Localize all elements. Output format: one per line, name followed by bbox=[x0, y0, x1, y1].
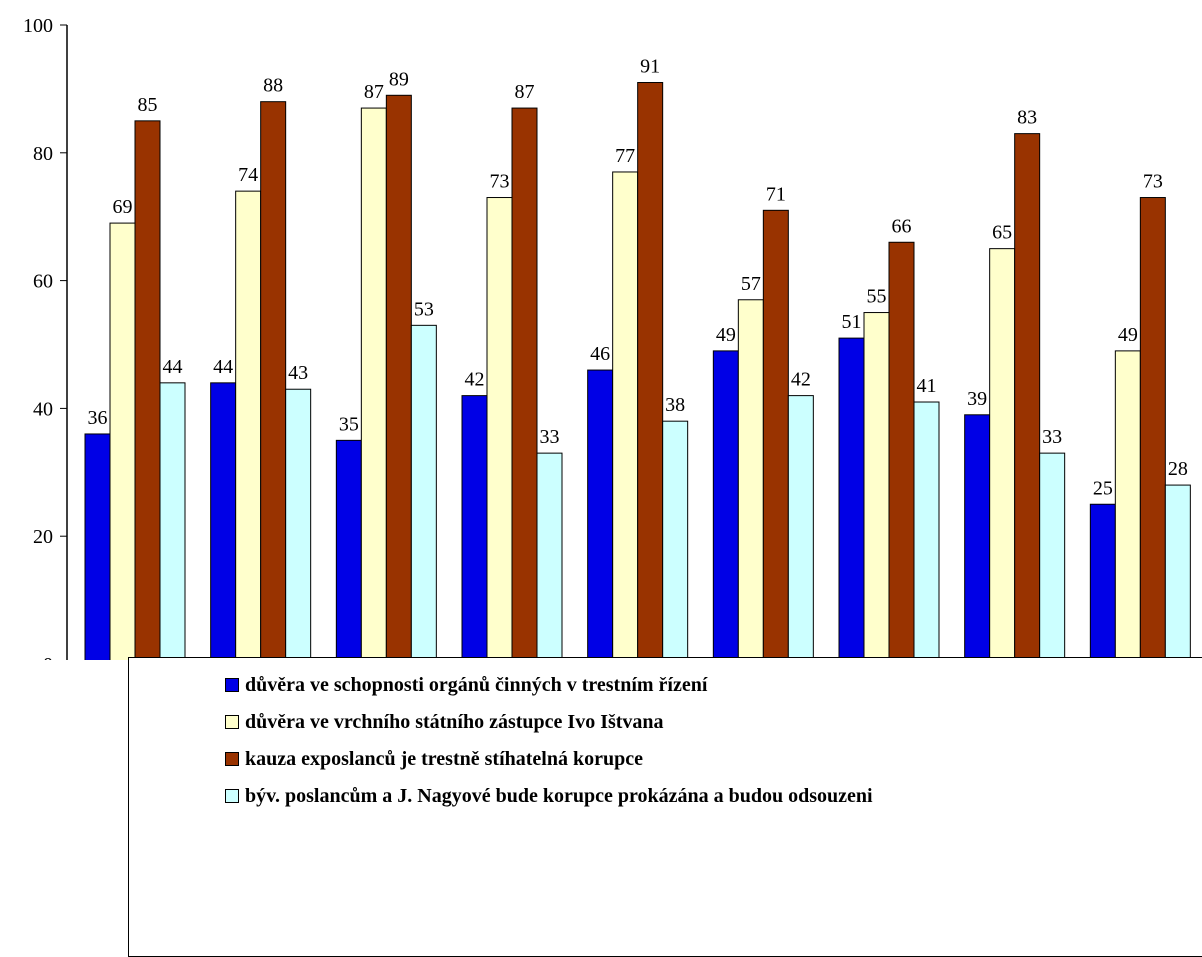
legend-swatch-1 bbox=[225, 678, 239, 692]
data-label: 44 bbox=[163, 356, 183, 378]
data-label: 53 bbox=[414, 298, 434, 320]
data-label: 28 bbox=[1168, 458, 1188, 480]
legend-label-4: býv. poslancům a J. Nagyové bude korupce… bbox=[245, 784, 873, 807]
bar-series2-3 bbox=[360, 107, 387, 660]
bar-series4-4 bbox=[536, 452, 563, 660]
bar-series3-4 bbox=[511, 107, 538, 660]
bar-series2-5 bbox=[612, 171, 639, 660]
bar-series2-7 bbox=[863, 312, 890, 660]
data-label: 36 bbox=[88, 407, 108, 429]
bar-series1-6 bbox=[712, 350, 739, 660]
y-tick-label: 80 bbox=[33, 143, 53, 165]
data-label: 42 bbox=[465, 369, 485, 391]
legend-item-1: důvěra ve schopnosti orgánů činných v tr… bbox=[225, 673, 707, 697]
data-label: 25 bbox=[1093, 477, 1113, 499]
bar-series4-9 bbox=[1164, 484, 1191, 660]
data-label: 66 bbox=[892, 215, 912, 237]
y-tick-label: 60 bbox=[33, 271, 53, 293]
bar-series1-1 bbox=[84, 433, 111, 660]
bar-series1-2 bbox=[210, 382, 237, 660]
bar-series2-9 bbox=[1114, 350, 1141, 660]
data-label: 91 bbox=[640, 56, 660, 78]
data-label: 88 bbox=[263, 75, 283, 97]
data-label: 65 bbox=[992, 222, 1012, 244]
bar-series2-1 bbox=[109, 222, 136, 660]
data-label: 87 bbox=[515, 81, 535, 103]
data-label: 77 bbox=[615, 145, 635, 167]
data-label: 57 bbox=[741, 273, 761, 295]
bar-series1-5 bbox=[587, 369, 614, 660]
data-label: 38 bbox=[665, 394, 685, 416]
data-label: 35 bbox=[339, 413, 359, 435]
data-label: 73 bbox=[490, 171, 510, 193]
bar-series1-9 bbox=[1089, 503, 1116, 660]
data-label: 55 bbox=[867, 286, 887, 308]
data-label: 33 bbox=[1042, 426, 1062, 448]
data-label: 85 bbox=[138, 94, 158, 116]
y-tick-label: 40 bbox=[33, 398, 53, 420]
data-label: 49 bbox=[716, 324, 736, 346]
bar-series2-6 bbox=[737, 299, 764, 660]
legend-label-3: kauza exposlanců je trestně stíhatelná k… bbox=[245, 747, 643, 770]
bar-series3-3 bbox=[385, 94, 412, 660]
legend-item-4: býv. poslancům a J. Nagyové bude korupce… bbox=[225, 784, 873, 808]
data-label: 46 bbox=[590, 343, 610, 365]
data-label: 41 bbox=[917, 375, 937, 397]
bar-series3-2 bbox=[260, 101, 287, 660]
bar-series2-8 bbox=[989, 248, 1016, 660]
data-label: 69 bbox=[113, 196, 133, 218]
bar-series4-2 bbox=[285, 388, 312, 660]
legend-swatch-2 bbox=[225, 715, 239, 729]
data-label: 49 bbox=[1118, 324, 1138, 346]
axes-layer: KSČMČSSDSPOZANOKDUTOP 09ODSNevíŽádnou020… bbox=[23, 15, 68, 660]
bar-series4-6 bbox=[787, 395, 814, 660]
data-label: 39 bbox=[967, 388, 987, 410]
bars-layer bbox=[84, 82, 1191, 660]
bar-series3-9 bbox=[1139, 197, 1166, 660]
legend-label-1: důvěra ve schopnosti orgánů činných v tr… bbox=[245, 673, 708, 696]
legend-swatch-3 bbox=[225, 752, 239, 766]
bar-series3-5 bbox=[637, 82, 664, 660]
legend-swatch-4 bbox=[225, 789, 239, 803]
legend: důvěra ve schopnosti orgánů činných v tr… bbox=[128, 657, 1202, 957]
data-label: 51 bbox=[842, 311, 862, 333]
y-tick-label: 0 bbox=[43, 654, 53, 660]
bar-series4-5 bbox=[662, 420, 689, 660]
bar-series4-8 bbox=[1039, 452, 1066, 660]
data-label: 89 bbox=[389, 68, 409, 90]
y-tick-label: 20 bbox=[33, 526, 53, 548]
data-label: 44 bbox=[213, 356, 233, 378]
data-label: 33 bbox=[540, 426, 560, 448]
legend-item-2: důvěra ve vrchního státního zástupce Ivo… bbox=[225, 710, 664, 734]
data-label: 42 bbox=[791, 369, 811, 391]
bar-series1-4 bbox=[461, 395, 488, 660]
data-label: 43 bbox=[288, 362, 308, 384]
data-label: 74 bbox=[238, 164, 258, 186]
bar-series1-7 bbox=[838, 337, 865, 660]
data-label: 71 bbox=[766, 183, 786, 205]
bar-series2-2 bbox=[235, 190, 262, 660]
bar-series1-3 bbox=[335, 439, 362, 660]
data-label: 83 bbox=[1017, 107, 1037, 129]
legend-label-2: důvěra ve vrchního státního zástupce Ivo… bbox=[245, 710, 664, 733]
bar-series4-7 bbox=[913, 401, 940, 660]
data-label: 87 bbox=[364, 81, 384, 103]
data-label: 73 bbox=[1143, 171, 1163, 193]
bar-series3-7 bbox=[888, 241, 915, 660]
bar-series3-1 bbox=[134, 120, 161, 660]
bar-series4-3 bbox=[410, 324, 437, 660]
legend-item-3: kauza exposlanců je trestně stíhatelná k… bbox=[225, 747, 643, 771]
bar-series3-6 bbox=[762, 209, 789, 660]
y-tick-label: 100 bbox=[23, 15, 53, 37]
bar-series4-1 bbox=[159, 382, 186, 660]
bar-series1-8 bbox=[964, 414, 991, 660]
bar-series3-8 bbox=[1014, 133, 1041, 660]
bar-series2-4 bbox=[486, 197, 513, 660]
